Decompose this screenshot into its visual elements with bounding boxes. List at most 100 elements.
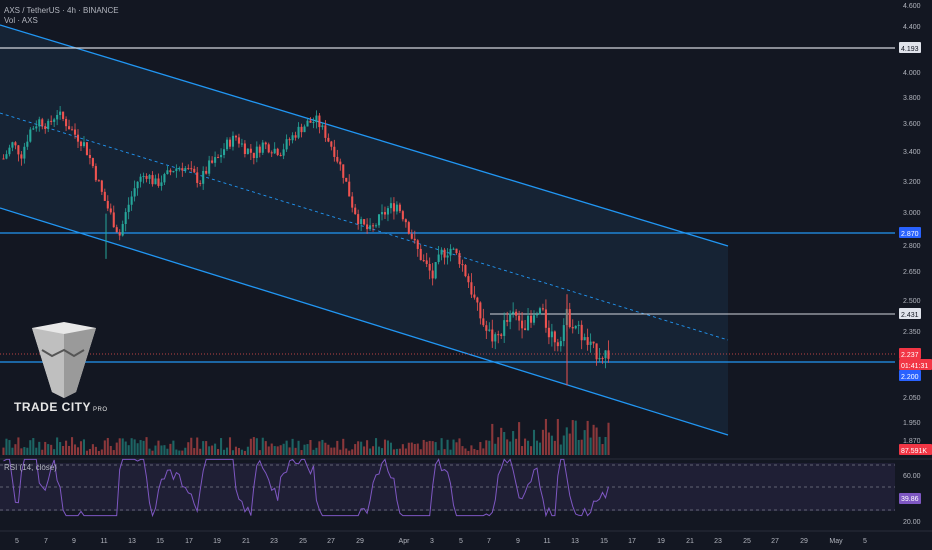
volume-bar [154, 445, 157, 455]
candle-body [568, 309, 571, 328]
candle-body [544, 309, 547, 328]
price-axis-tick: 2.800 [903, 243, 921, 250]
candle-body [372, 225, 375, 227]
volume-bar [136, 443, 139, 455]
volume-bar [65, 440, 68, 455]
volume-bar [166, 448, 169, 455]
candle-body [434, 262, 437, 279]
candle-body [559, 341, 562, 347]
candle-body [148, 175, 151, 179]
volume-bar [300, 450, 303, 455]
symbol-title[interactable]: AXS / TetherUS · 4h · BINANCE [4, 6, 119, 15]
volume-bar [383, 439, 387, 455]
volume-bar [62, 445, 65, 455]
candle-body [321, 125, 324, 128]
volume-bar [541, 429, 544, 455]
rsi-value-label: 39.86 [901, 496, 919, 503]
candle-body [145, 175, 148, 179]
candle-body [279, 155, 282, 157]
price-axis-tick: 4.600 [903, 3, 921, 10]
candle-body [407, 222, 410, 234]
candle-body [318, 115, 321, 128]
price-badge-label: 87.591K [901, 448, 927, 455]
volume-bar [401, 444, 404, 455]
candle-body [374, 225, 378, 227]
volume-bar [506, 439, 509, 455]
price-axis-tick: 2.350 [903, 329, 921, 336]
volume-bar [94, 446, 97, 455]
volume-bar [497, 437, 500, 455]
time-axis-tick: 25 [299, 538, 307, 545]
candle-body [202, 170, 205, 184]
volume-bar [440, 438, 443, 455]
candle-body [211, 160, 214, 163]
volume-bar [258, 450, 261, 455]
volume-bar [321, 439, 324, 455]
candle-body [479, 302, 482, 319]
volume-bar [607, 422, 610, 455]
rsi-indicator-title[interactable]: RSI (14, close) [4, 463, 57, 472]
candle-body [413, 238, 416, 241]
volume-bar [351, 449, 354, 455]
candle-body [97, 180, 100, 182]
volume-bar [20, 448, 23, 455]
candle-body [294, 135, 297, 138]
volume-bar [169, 443, 172, 455]
volume-bar [538, 442, 542, 455]
candle-body [538, 308, 542, 315]
candle-body [23, 146, 26, 159]
price-axis-tick: 3.800 [903, 95, 921, 102]
candle-body [8, 147, 11, 155]
volume-bar [187, 442, 190, 455]
candle-body [354, 207, 357, 215]
price-badge [899, 444, 932, 455]
volume-bar [455, 442, 458, 455]
volume-bar [124, 441, 127, 455]
candle-body [103, 191, 106, 201]
candle-body [521, 320, 524, 329]
candle-body [276, 148, 279, 156]
candle-body [449, 248, 452, 256]
volume-bar [348, 450, 351, 455]
candle-body [327, 137, 330, 142]
rsi-line [3, 458, 609, 518]
volume-bar [568, 433, 571, 455]
candle-body [243, 143, 246, 154]
volume-bar [199, 448, 202, 455]
volume-bar [211, 445, 214, 455]
volume-bar [318, 441, 321, 455]
volume-bar [32, 438, 35, 455]
candle-body [124, 212, 127, 225]
candle-body [297, 126, 300, 138]
volume-bar [544, 418, 547, 455]
volume-bar [482, 448, 485, 455]
volume-bar [214, 443, 217, 455]
volume-bar [231, 450, 235, 455]
channel-mid-line [0, 112, 729, 341]
candle-body [333, 146, 336, 157]
candle-body [73, 129, 77, 135]
candle-body [476, 297, 479, 303]
volume-bar [115, 442, 118, 455]
candle-body [553, 331, 556, 343]
volume-bar [315, 447, 318, 455]
candle-body [300, 126, 303, 133]
volume-bar [76, 447, 80, 455]
volume-bar [410, 442, 413, 455]
volume-bar [512, 431, 515, 455]
volume-bar [473, 448, 476, 455]
price-badge [899, 227, 921, 238]
volume-bar [145, 437, 148, 455]
candle-body [404, 219, 407, 223]
volume-bar [479, 442, 482, 455]
volume-bar [112, 450, 115, 455]
volume-bar [249, 438, 252, 455]
time-axis-tick: 27 [771, 538, 779, 545]
candle-body [62, 111, 65, 119]
channel-lower-line [0, 207, 729, 436]
candle-body [285, 139, 288, 150]
time-axis-tick: 17 [628, 538, 636, 545]
volume-indicator-title[interactable]: Vol · AXS [4, 16, 38, 25]
